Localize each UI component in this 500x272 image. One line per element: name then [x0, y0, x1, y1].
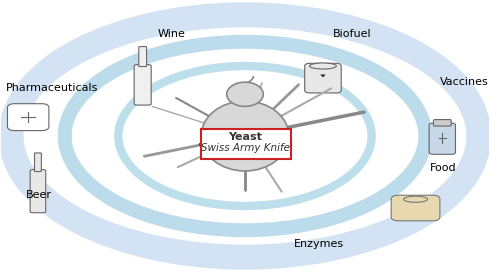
- Ellipse shape: [310, 63, 336, 69]
- FancyBboxPatch shape: [434, 120, 451, 126]
- Ellipse shape: [404, 196, 427, 202]
- Text: Vaccines: Vaccines: [440, 77, 488, 87]
- Text: Pharmaceuticals: Pharmaceuticals: [6, 82, 98, 92]
- Text: 'Swiss Army Knife': 'Swiss Army Knife': [198, 143, 292, 153]
- Text: Wine: Wine: [158, 29, 185, 39]
- FancyBboxPatch shape: [391, 195, 440, 221]
- Text: Biofuel: Biofuel: [332, 29, 372, 39]
- Text: Beer: Beer: [26, 190, 52, 200]
- Text: Food: Food: [430, 163, 457, 173]
- FancyBboxPatch shape: [139, 47, 146, 67]
- Text: Enzymes: Enzymes: [294, 239, 344, 249]
- FancyBboxPatch shape: [30, 170, 46, 213]
- Ellipse shape: [226, 82, 264, 106]
- FancyBboxPatch shape: [134, 65, 151, 105]
- Ellipse shape: [201, 101, 289, 171]
- FancyBboxPatch shape: [304, 63, 341, 93]
- FancyBboxPatch shape: [429, 123, 456, 154]
- FancyBboxPatch shape: [34, 153, 42, 172]
- FancyBboxPatch shape: [201, 129, 292, 159]
- FancyBboxPatch shape: [8, 104, 49, 131]
- Text: Yeast: Yeast: [228, 132, 262, 142]
